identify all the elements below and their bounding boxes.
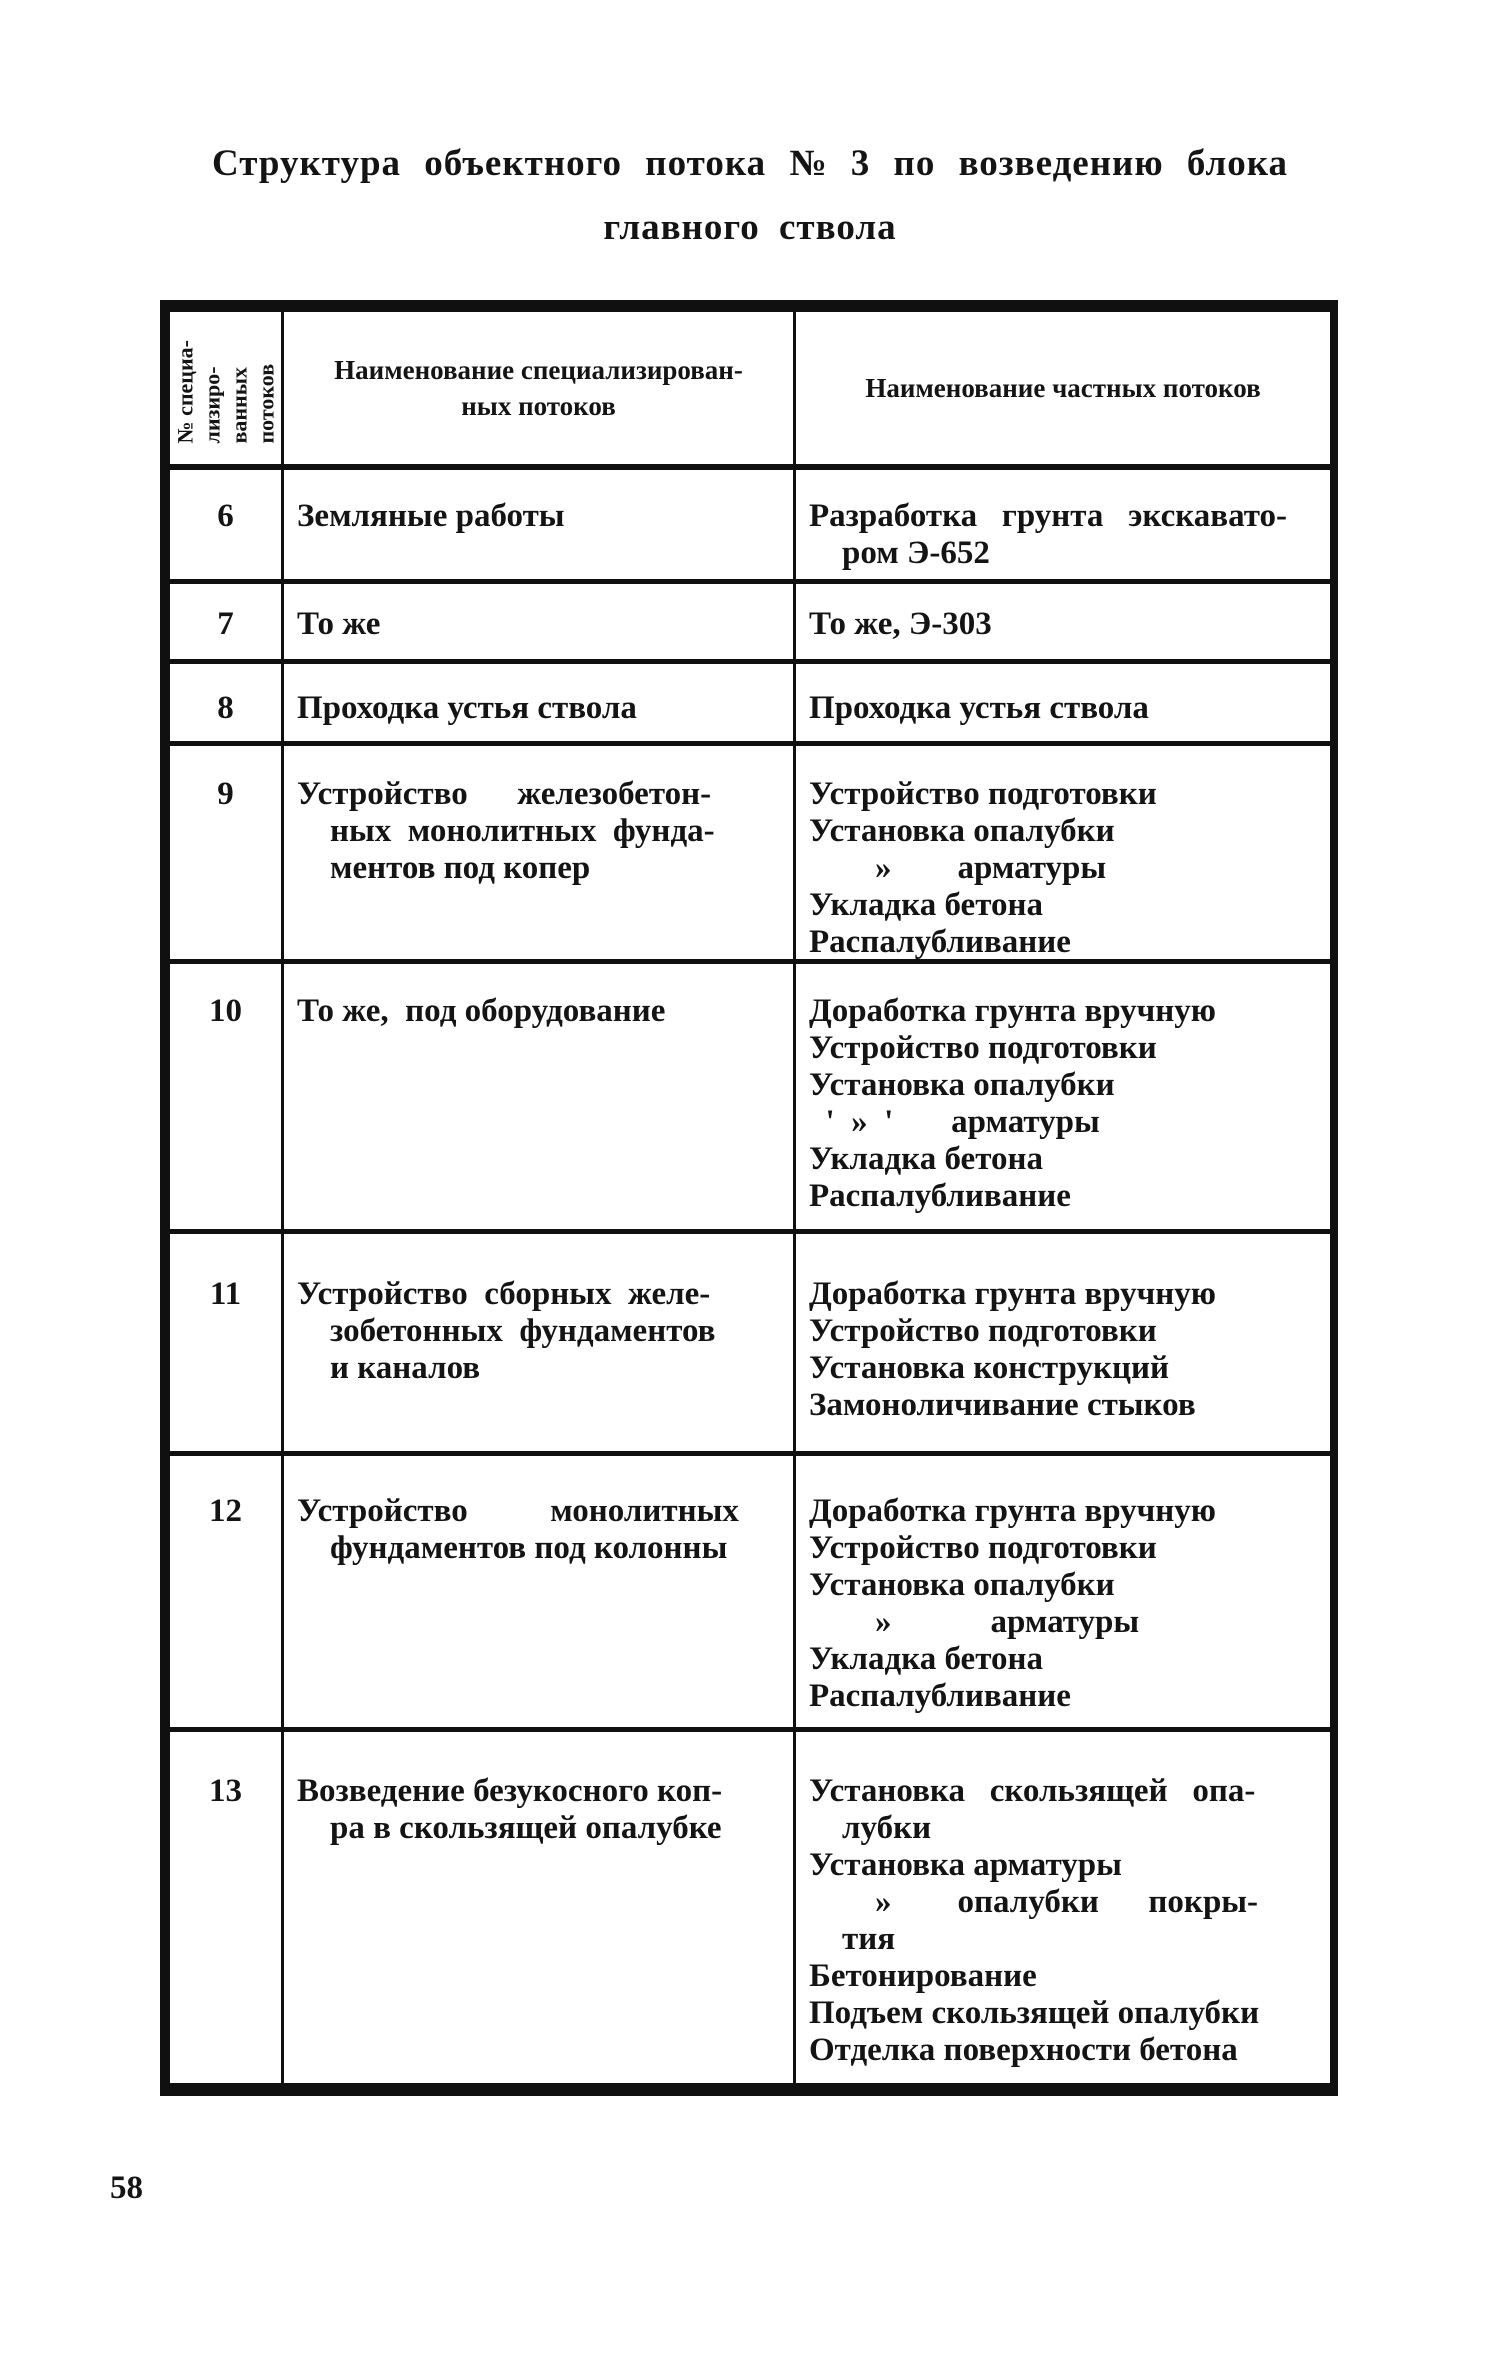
page-number: 58 <box>110 2170 143 2206</box>
particular-flows-cell: Доработка грунта вручную Устройство подг… <box>793 1456 1330 1727</box>
particular-flows-cell: Доработка грунта вручную Устройство подг… <box>793 1234 1330 1451</box>
page-title: Структура объектного потока № 3 по возве… <box>0 142 1500 250</box>
row-number: 11 <box>209 1276 242 1312</box>
particular-flows-cell: Установка скользящей опа- лубки Установк… <box>793 1732 1330 2083</box>
header-col-flow-number: № специа- лизиро- ванных потоков <box>170 312 281 464</box>
specialized-flow-cell: Возведение безукосного коп- ра в скользя… <box>281 1732 793 2083</box>
specialized-flow-cell: Устройство монолитных фундаментов под ко… <box>281 1456 793 1727</box>
specialized-flow-cell: Устройство железобетон- ных монолитных ф… <box>281 746 793 959</box>
row-number: 7 <box>217 606 234 642</box>
specialized-flow-cell: Устройство сборных желе- зобетонных фунд… <box>281 1234 793 1451</box>
table-row: 13 Возведение безукосного коп- ра в скол… <box>170 1732 1330 2083</box>
table-row: 6 Земляные работы Разработка грунта экск… <box>170 470 1330 584</box>
row-number: 12 <box>209 1493 242 1529</box>
particular-flows-cell: Доработка грунта вручную Устройство подг… <box>793 964 1330 1229</box>
table-row: 11 Устройство сборных желе- зобетонных ф… <box>170 1234 1330 1456</box>
particular-flows-cell: Разработка грунта экскавато- ром Э-652 <box>793 470 1330 579</box>
particular-flows-cell: Проходка устья ствола <box>793 664 1330 741</box>
specialized-flow-cell: То же <box>281 584 793 659</box>
table-row: 7 То же То же, Э-303 <box>170 584 1330 664</box>
rotated-header-text: № специа- лизиро- ванных потоков <box>172 340 279 444</box>
row-number: 9 <box>217 776 234 812</box>
header-col-specialized-flows: Наименование специализирован- ных потоко… <box>281 312 793 464</box>
table-row: 12 Устройство монолитных фундаментов под… <box>170 1456 1330 1732</box>
title-line-1: Структура объектного потока № 3 по возве… <box>212 143 1288 184</box>
row-number: 6 <box>217 498 234 534</box>
flow-structure-table: № специа- лизиро- ванных потоков Наимено… <box>160 300 1338 2096</box>
table-row: 8 Проходка устья ствола Проходка устья с… <box>170 664 1330 746</box>
table-row: 9 Устройство железобетон- ных монолитных… <box>170 746 1330 964</box>
title-line-2: главного ствола <box>603 207 897 248</box>
specialized-flow-cell: То же, под оборудование <box>281 964 793 1229</box>
particular-flows-cell: То же, Э-303 <box>793 584 1330 659</box>
row-number: 10 <box>209 993 242 1029</box>
header-col-particular-flows: Наименование частных потоков <box>793 312 1330 464</box>
row-number: 13 <box>209 1773 242 1809</box>
table-header-row: № специа- лизиро- ванных потоков Наимено… <box>170 312 1330 470</box>
particular-flows-cell: Устройство подготовки Установка опалубки… <box>793 746 1330 959</box>
row-number: 8 <box>217 690 234 726</box>
table-row: 10 То же, под оборудование Доработка гру… <box>170 964 1330 1234</box>
specialized-flow-cell: Земляные работы <box>281 470 793 579</box>
specialized-flow-cell: Проходка устья ствола <box>281 664 793 741</box>
